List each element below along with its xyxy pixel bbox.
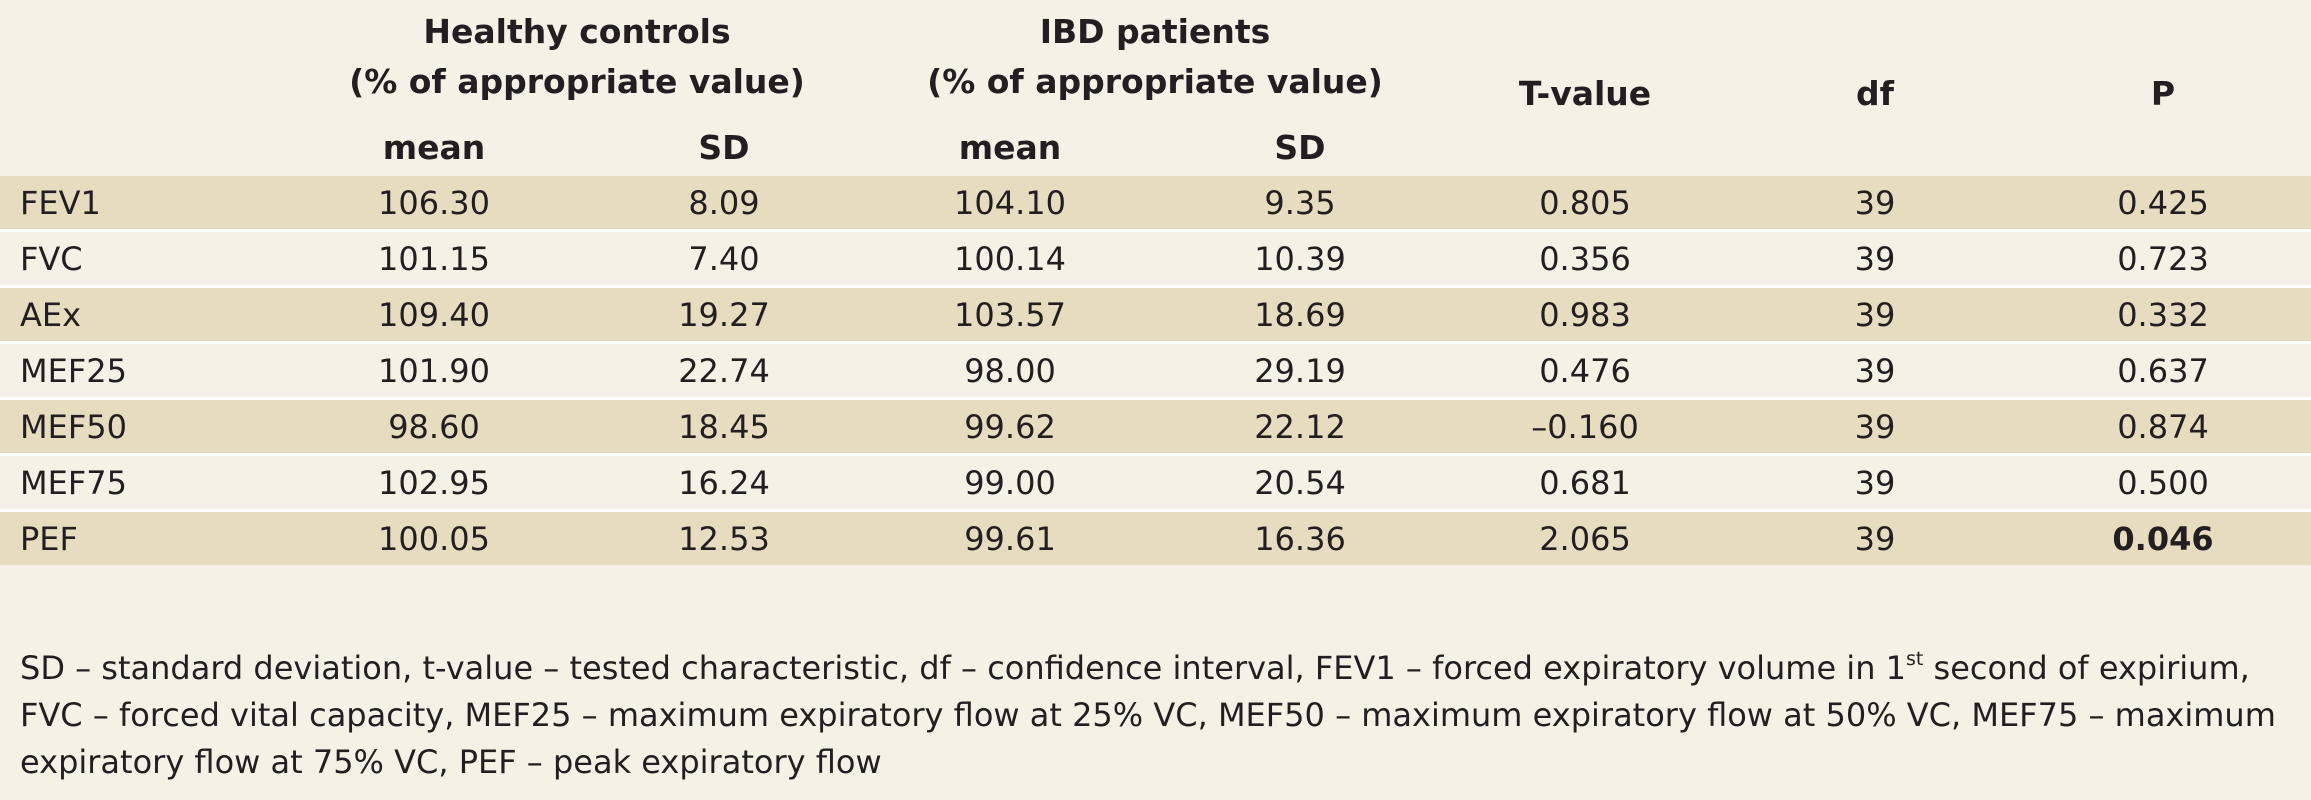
row-label-fvc: FVC <box>20 240 83 278</box>
cell-hc-mean: 101.90 <box>378 352 490 390</box>
cell-df: 39 <box>1854 352 1896 390</box>
footnote-text-part2: second of expirium, FVC – forced vital c… <box>20 649 2276 781</box>
cell-t-value: 0.681 <box>1539 464 1631 502</box>
row-label-mef25: MEF25 <box>20 352 127 390</box>
row-label-fev1: FEV1 <box>20 184 101 222</box>
cell-t-value: –0.160 <box>1531 408 1639 446</box>
header-healthy-controls: Healthy controls <box>423 12 731 51</box>
header-hc-sd: SD <box>698 128 750 167</box>
cell-ibd-mean: 99.61 <box>964 520 1056 558</box>
cell-p-significant: 0.046 <box>2112 520 2214 558</box>
cell-hc-sd: 7.40 <box>688 240 760 278</box>
table-row <box>0 232 2311 285</box>
cell-hc-sd: 12.53 <box>678 520 770 558</box>
cell-p: 0.500 <box>2117 464 2209 502</box>
cell-ibd-sd: 10.39 <box>1254 240 1346 278</box>
cell-df: 39 <box>1854 464 1896 502</box>
cell-hc-sd: 22.74 <box>678 352 770 390</box>
cell-df: 39 <box>1854 408 1896 446</box>
cell-ibd-sd: 18.69 <box>1254 296 1346 334</box>
cell-t-value: 0.805 <box>1539 184 1631 222</box>
table-row <box>0 400 2311 453</box>
cell-ibd-mean: 103.57 <box>954 296 1066 334</box>
cell-ibd-sd: 20.54 <box>1254 464 1346 502</box>
cell-t-value: 0.356 <box>1539 240 1631 278</box>
table-row <box>0 344 2311 397</box>
row-divider <box>0 229 2311 232</box>
table-row <box>0 288 2311 341</box>
cell-hc-sd: 19.27 <box>678 296 770 334</box>
cell-ibd-mean: 98.00 <box>964 352 1056 390</box>
cell-hc-mean: 98.60 <box>388 408 480 446</box>
cell-t-value: 2.065 <box>1539 520 1631 558</box>
cell-hc-mean: 101.15 <box>378 240 490 278</box>
cell-ibd-mean: 99.00 <box>964 464 1056 502</box>
row-divider <box>0 453 2311 456</box>
cell-df: 39 <box>1854 240 1896 278</box>
cell-hc-mean: 102.95 <box>378 464 490 502</box>
cell-df: 39 <box>1854 520 1896 558</box>
header-ibd-patients: IBD patients <box>1039 12 1271 51</box>
cell-df: 39 <box>1854 296 1896 334</box>
footnote-text-part1: SD – standard deviation, t-value – teste… <box>20 649 1906 687</box>
row-label-aex: AEx <box>20 296 82 334</box>
cell-hc-sd: 18.45 <box>678 408 770 446</box>
row-label-pef: PEF <box>20 520 78 558</box>
cell-df: 39 <box>1854 184 1896 222</box>
header-ibd-mean: mean <box>958 128 1062 167</box>
cell-ibd-sd: 16.36 <box>1254 520 1346 558</box>
cell-p: 0.425 <box>2117 184 2209 222</box>
row-divider <box>0 397 2311 400</box>
header-healthy-controls-unit: (% of appropriate value) <box>349 62 805 101</box>
cell-ibd-mean: 100.14 <box>954 240 1066 278</box>
cell-ibd-mean: 99.62 <box>964 408 1056 446</box>
row-label-mef75: MEF75 <box>20 464 127 502</box>
table-row <box>0 512 2311 565</box>
cell-p: 0.874 <box>2117 408 2209 446</box>
cell-ibd-sd: 9.35 <box>1264 184 1336 222</box>
row-divider <box>0 285 2311 288</box>
cell-hc-sd: 8.09 <box>688 184 760 222</box>
cell-ibd-sd: 22.12 <box>1254 408 1346 446</box>
cell-hc-mean: 106.30 <box>378 184 490 222</box>
cell-hc-mean: 109.40 <box>378 296 490 334</box>
cell-ibd-mean: 104.10 <box>954 184 1066 222</box>
row-divider <box>0 509 2311 512</box>
header-t-value: T-value <box>1518 74 1652 113</box>
cell-hc-mean: 100.05 <box>378 520 490 558</box>
row-divider <box>0 341 2311 344</box>
cell-p: 0.637 <box>2117 352 2209 390</box>
cell-t-value: 0.476 <box>1539 352 1631 390</box>
header-df: df <box>1856 74 1894 113</box>
row-label-mef50: MEF50 <box>20 408 127 446</box>
cell-p: 0.723 <box>2117 240 2209 278</box>
cell-t-value: 0.983 <box>1539 296 1631 334</box>
table-row <box>0 456 2311 509</box>
header-hc-mean: mean <box>382 128 486 167</box>
cell-p: 0.332 <box>2117 296 2209 334</box>
header-p: P <box>2150 74 2176 113</box>
header-ibd-patients-unit: (% of appropriate value) <box>927 62 1383 101</box>
table-footnote: SD – standard deviation, t-value – teste… <box>20 645 2290 786</box>
header-ibd-sd: SD <box>1274 128 1326 167</box>
footnote-superscript: st <box>1906 648 1924 670</box>
cell-ibd-sd: 29.19 <box>1254 352 1346 390</box>
cell-hc-sd: 16.24 <box>678 464 770 502</box>
table-row <box>0 176 2311 229</box>
